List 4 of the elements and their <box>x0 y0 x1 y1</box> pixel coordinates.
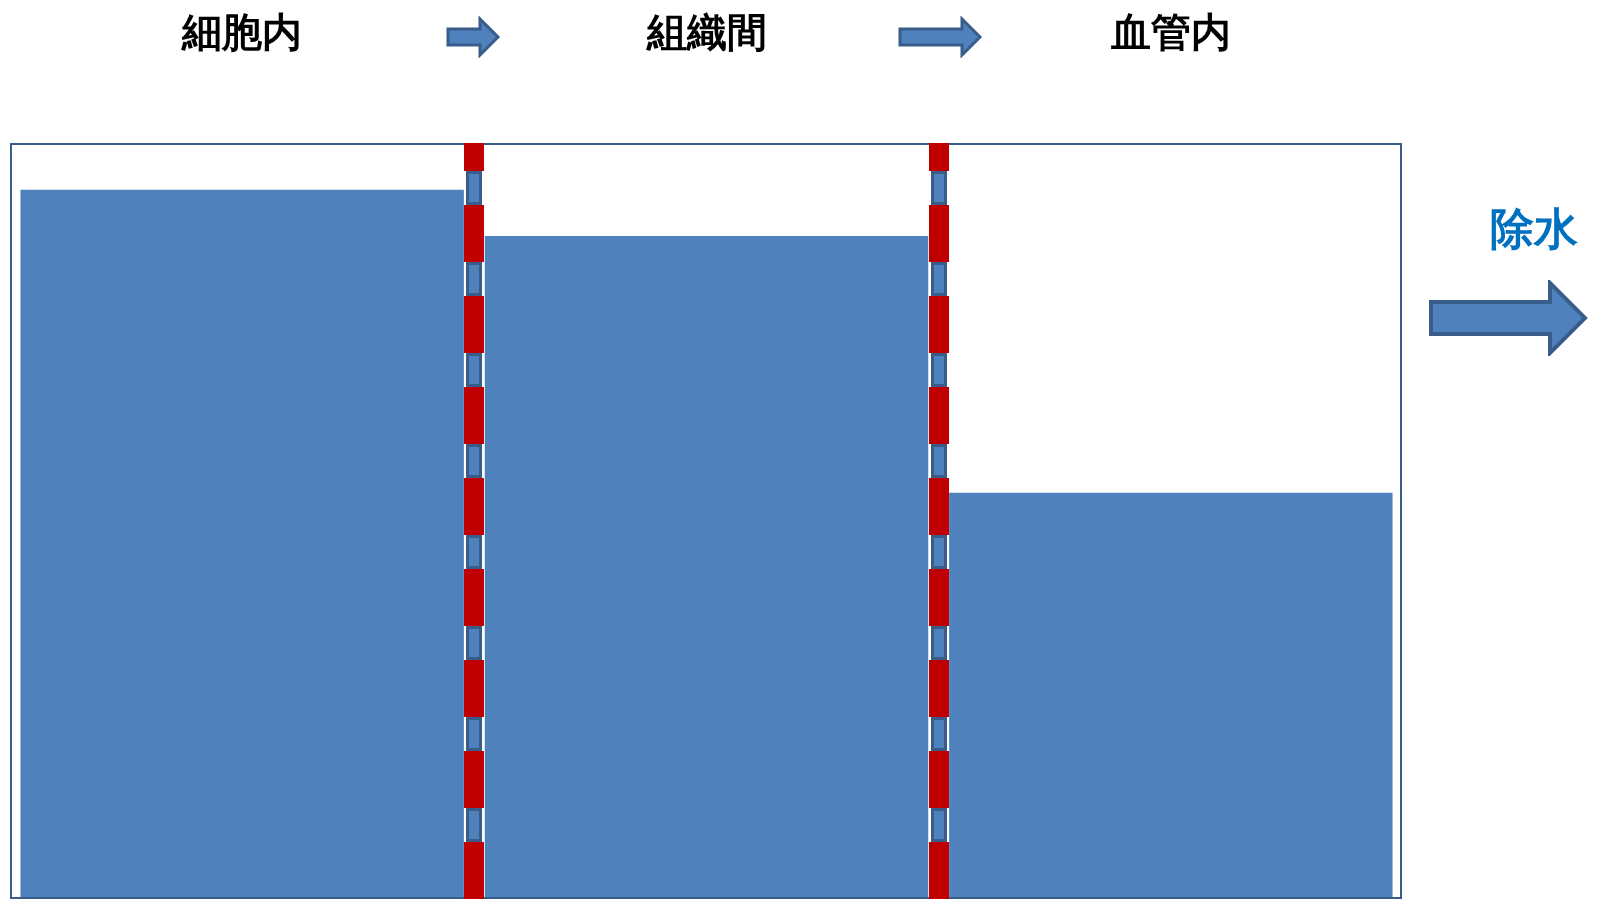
text: 除水 <box>1490 202 1578 256</box>
x-tick-label: 血管内 <box>1109 9 1231 56</box>
x-tick-label: 組織間 <box>645 9 767 56</box>
x-tick-label: 細胞内 <box>181 9 303 56</box>
